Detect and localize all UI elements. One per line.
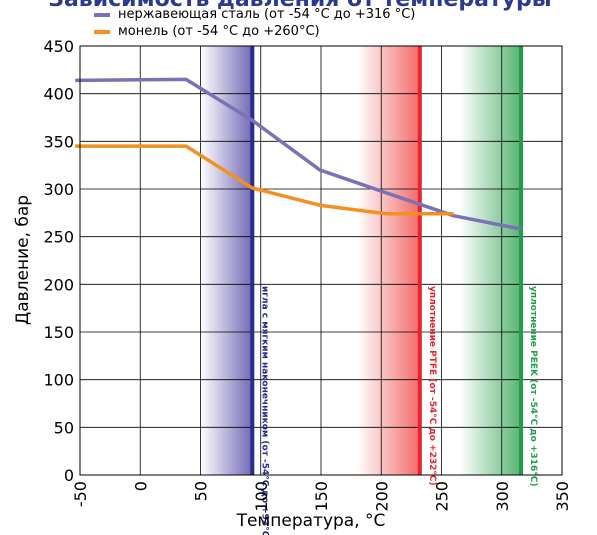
x-tick-label: 150 (312, 481, 331, 512)
y-tick-label: 350 (43, 132, 74, 151)
limit-shade (459, 46, 522, 475)
chart-title: Зависимость давления от температуры (48, 0, 551, 12)
y-tick-label: 450 (43, 37, 74, 56)
y-tick-label: 400 (43, 85, 74, 104)
x-tick-labels: -50 0 50 100 150 200 250 300 350 (71, 481, 572, 512)
legend: нержавеющая сталь (от -54 °C до +316 °C)… (94, 7, 415, 39)
plot-frame (79, 45, 563, 476)
y-tick-label: 250 (43, 228, 74, 247)
x-tick-label: -50 (71, 481, 90, 507)
x-tick-label: 50 (192, 481, 211, 501)
legend-label: нержавеющая сталь (от -54 °C до +316 °C) (118, 7, 415, 22)
x-tick-label: 350 (553, 481, 572, 512)
limit-shade (200, 46, 253, 475)
legend-label: монель (от -54 °C до +260°C) (118, 24, 320, 39)
x-tick-label: 300 (493, 481, 512, 512)
series-line (75, 144, 454, 216)
y-tick-label: 100 (43, 371, 74, 390)
series-line (75, 77, 522, 231)
y-tick-label: 200 (43, 275, 74, 294)
limit-shade (357, 46, 420, 475)
x-tick-label: 0 (131, 481, 150, 491)
legend-swatch (94, 30, 110, 34)
limit-label: игла с мягким наконечником (от -54°C до … (259, 286, 269, 535)
y-tick-label: 150 (43, 323, 74, 342)
limit-lines: игла с мягким наконечником (от -54°C до … (250, 46, 538, 535)
y-tick-labels: 0 50 100 150 200 250 300 350 400 450 (43, 37, 74, 485)
x-tick-label: 250 (433, 481, 452, 512)
y-tick-label: 0 (64, 466, 74, 485)
limit-label: уплотнение PEEK (от -54°C до +316°C) (528, 286, 538, 486)
y-axis-title: Давление, бар (13, 195, 33, 325)
x-axis-title: Температура, °C (236, 511, 386, 531)
legend-swatch (94, 13, 110, 17)
x-tick-label: 200 (372, 481, 391, 512)
y-tick-label: 50 (54, 418, 74, 437)
limit-label: уплотнение PTFE (от -54°C до +232°C) (427, 286, 437, 486)
y-tick-label: 300 (43, 180, 74, 199)
x-tick-label: 100 (252, 481, 271, 512)
series-lines (75, 77, 522, 231)
limit-shades (200, 46, 522, 475)
